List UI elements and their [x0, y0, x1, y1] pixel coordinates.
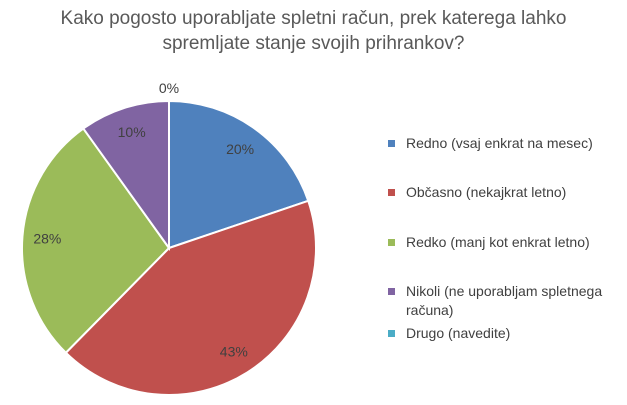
legend-swatch — [388, 330, 395, 337]
legend-label: Nikoli (ne uporabljam spletnega računa) — [406, 283, 603, 318]
data-label-obcasno-nekajkrat-letno: 43% — [220, 343, 248, 359]
legend-label: Drugo (navedite) — [406, 325, 511, 341]
pie-slice-redno-vsaj-enkrat-na-mesec — [168, 99, 310, 250]
legend-swatch — [388, 140, 395, 147]
data-label-drugo-navedite: 0% — [159, 80, 179, 96]
chart-title-line-1: Kako pogosto uporabljate spletni račun, … — [60, 8, 567, 29]
pie-slice-obcasno-nekajkrat-letno — [64, 199, 317, 396]
legend-label: Občasno (nekajkrat letno) — [406, 184, 567, 200]
chart-title-line-2: spremljate stanje svojih prihrankov? — [162, 33, 465, 54]
legend-label: Redno (vsaj enkrat na mesec) — [406, 135, 593, 151]
legend-swatch — [388, 239, 395, 246]
data-label-redno-vsaj-enkrat-na-mesec: 20% — [226, 141, 254, 157]
legend-swatch — [388, 288, 395, 295]
legend-swatch — [388, 189, 395, 196]
pie-slice-nikoli-ne-uporabljam-spletnega-racuna — [81, 99, 170, 252]
data-label-nikoli-ne-uporabljam-spletnega-racuna: 10% — [118, 124, 146, 140]
chart-title: Kako pogosto uporabljate spletni račun, … — [0, 6, 627, 56]
pie-slice-redko-manj-kot-enkrat-letno — [21, 127, 171, 355]
data-label-redko-manj-kot-enkrat-letno: 28% — [33, 231, 61, 247]
legend-label: Redko (manj kot enkrat letno) — [406, 234, 590, 250]
